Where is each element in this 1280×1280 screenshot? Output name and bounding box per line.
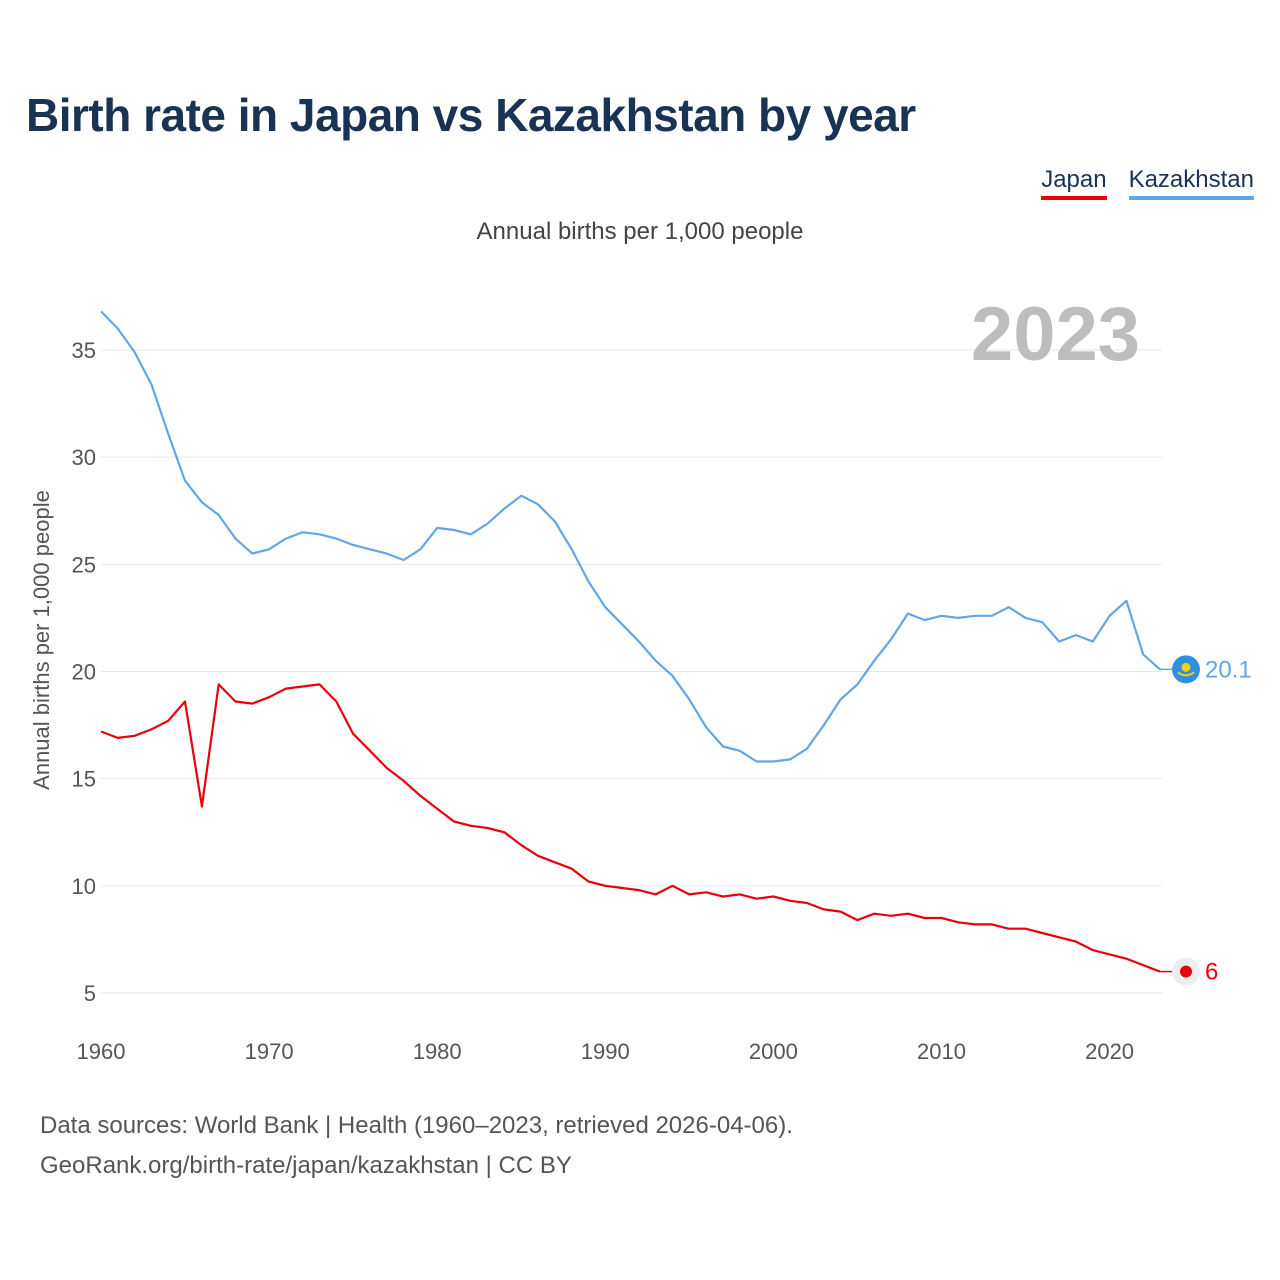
- y-tick-label: 30: [72, 445, 96, 470]
- x-tick-label: 1970: [245, 1039, 294, 1064]
- legend-item-japan[interactable]: Japan: [1041, 166, 1107, 200]
- chart-subtitle: Annual births per 1,000 people: [476, 218, 804, 245]
- y-tick-label: 20: [72, 660, 96, 685]
- y-tick-label: 35: [72, 338, 96, 363]
- y-tick-label: 25: [72, 552, 96, 577]
- x-axis-ticks: 1960 1970 1980 1990 2000 2010 2020: [77, 1039, 1135, 1064]
- end-markers: 620.1: [1160, 655, 1252, 986]
- footer: Data sources: World Bank | Health (1960–…: [40, 1106, 793, 1186]
- y-tick-label: 15: [72, 767, 96, 792]
- y-tick-label: 10: [72, 874, 96, 899]
- series-line-japan[interactable]: [100, 683, 1161, 973]
- end-value-label-japan: 6: [1205, 959, 1218, 986]
- x-tick-label: 2010: [917, 1039, 966, 1064]
- x-tick-label: 1960: [77, 1039, 126, 1064]
- legend: Japan Kazakhstan: [1041, 166, 1254, 200]
- x-tick-label: 2000: [749, 1039, 798, 1064]
- x-tick-label: 1980: [413, 1039, 462, 1064]
- grid-lines: [101, 349, 1162, 994]
- x-tick-label: 1990: [581, 1039, 630, 1064]
- flag-kazakhstan-eagle: [1177, 671, 1195, 677]
- legend-item-kazakhstan[interactable]: Kazakhstan: [1128, 166, 1254, 200]
- x-tick-label: 2020: [1085, 1039, 1134, 1064]
- flag-kazakhstan-sun: [1181, 662, 1191, 672]
- flag-japan-dot: [1180, 965, 1192, 978]
- series-line-kazakhstan[interactable]: [100, 310, 1161, 763]
- chart-title: Birth rate in Japan vs Kazakhstan by yea…: [26, 89, 916, 141]
- y-tick-label: 5: [84, 981, 96, 1006]
- source-url-text[interactable]: GeoRank.org/birth-rate/japan/kazakhstan …: [40, 1152, 572, 1179]
- y-axis-ticks: 5 10 15 20 25 30 35: [72, 338, 96, 1006]
- current-year-label: 2023: [971, 292, 1140, 377]
- series-lines: [100, 310, 1161, 973]
- end-value-label-kazakhstan: 20.1: [1205, 656, 1252, 683]
- data-source-text: Data sources: World Bank | Health (1960–…: [40, 1112, 793, 1139]
